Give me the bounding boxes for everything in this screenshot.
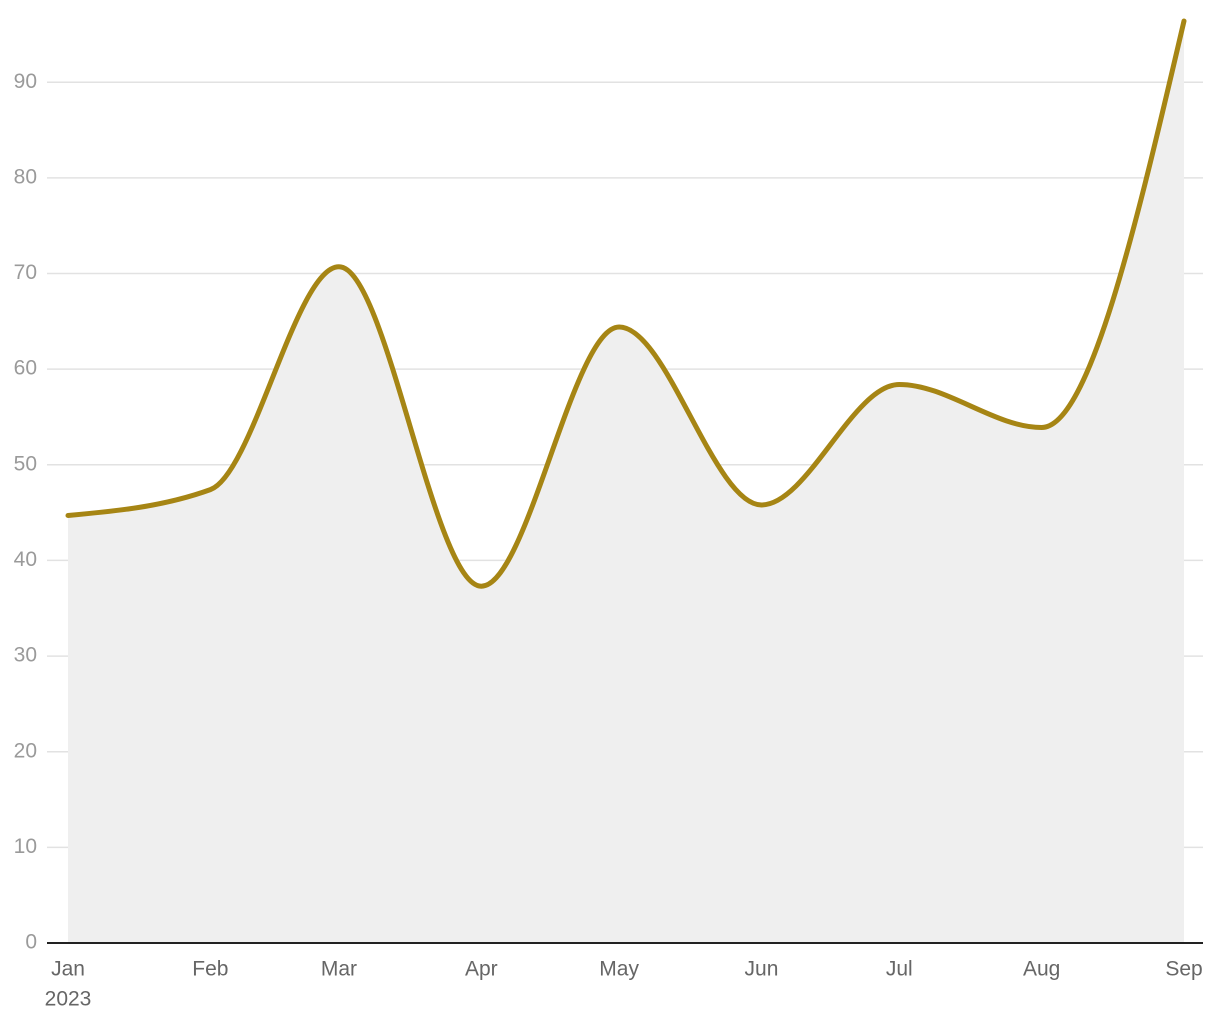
- y-tick-label: 80: [14, 165, 37, 188]
- x-tick-label: Jul: [886, 958, 913, 981]
- y-tick-label: 20: [14, 739, 37, 762]
- x-tick-label: Apr: [465, 958, 498, 981]
- y-tick-label: 0: [25, 931, 37, 954]
- x-tick-label: Sep: [1165, 958, 1202, 981]
- x-tick-label: Jun: [745, 958, 779, 981]
- y-tick-label: 70: [14, 261, 37, 284]
- area: [68, 21, 1184, 943]
- x-year-label: 2023: [45, 988, 92, 1011]
- y-tick-label: 30: [14, 644, 37, 667]
- y-tick-label: 40: [14, 548, 37, 571]
- line: [65, 18, 1187, 589]
- x-tick-label: Jan: [51, 958, 85, 981]
- x-tick-label: Feb: [192, 958, 228, 981]
- y-tick-label: 90: [14, 70, 37, 93]
- y-tick-label: 60: [14, 357, 37, 380]
- y-tick-label: 10: [14, 835, 37, 858]
- x-tick-label: May: [599, 958, 639, 981]
- y-tick-label: 50: [14, 452, 37, 475]
- x-tick-label: Mar: [321, 958, 357, 981]
- x-tick-label: Aug: [1023, 958, 1060, 981]
